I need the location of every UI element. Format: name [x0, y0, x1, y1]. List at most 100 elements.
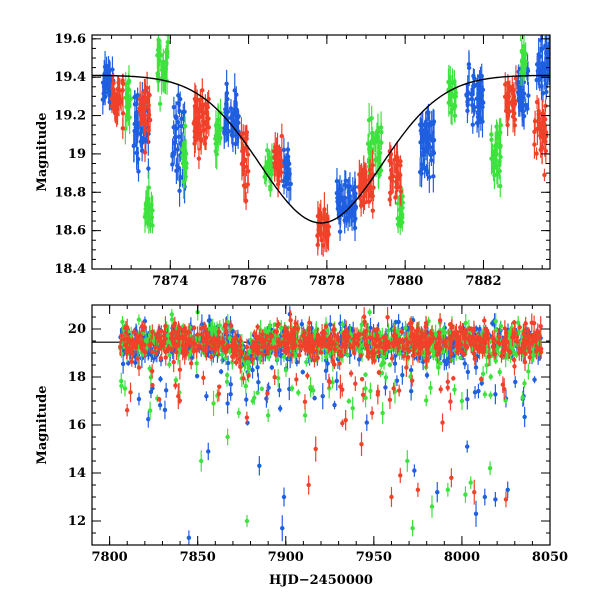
top-y-tick-label: 18.8 [54, 185, 86, 200]
top-data-point [542, 117, 548, 122]
top-data-point [421, 150, 426, 155]
top-data-point [234, 92, 239, 97]
top-data-point [337, 229, 343, 234]
top-data-point [143, 136, 148, 142]
bottom-plot-clip [92, 305, 550, 545]
bottom-data-point [204, 393, 209, 399]
top-data-point [246, 168, 251, 174]
top-data-point [543, 134, 549, 139]
top-data-point [192, 141, 197, 146]
top-data-point [120, 111, 126, 116]
top-data-point [539, 146, 545, 151]
bottom-data-point [424, 372, 430, 378]
top-data-point [519, 48, 525, 54]
top-data-point [191, 121, 197, 126]
bottom-data-point [484, 363, 489, 368]
top-data-point [240, 148, 245, 154]
bottom-data-point [217, 323, 222, 328]
top-data-point [136, 169, 141, 174]
top-data-point [180, 156, 186, 161]
top-data-point [170, 154, 175, 159]
bottom-data-point [230, 359, 235, 365]
bottom-data-point [224, 379, 230, 385]
top-data-point [366, 141, 371, 147]
top-data-point [418, 128, 424, 133]
bottom-data-point [311, 388, 316, 393]
bottom-plot-area [92, 305, 550, 545]
bottom-data-point [356, 357, 362, 362]
top-data-point [229, 114, 234, 119]
top-panel-frame [91, 34, 551, 270]
bottom-data-point [363, 386, 368, 391]
top-x-tick-label: 7880 [387, 274, 423, 289]
bottom-data-point [363, 372, 368, 377]
bottom-data-point [194, 373, 200, 379]
top-data-point [352, 225, 358, 231]
top-plot-clip [92, 35, 550, 257]
bottom-data-point [167, 362, 172, 367]
top-data-point [138, 112, 144, 117]
bottom-data-point [423, 398, 429, 403]
bottom-data-point [136, 396, 142, 402]
bottom-data-point [243, 383, 249, 389]
top-data-point [452, 79, 457, 84]
top-data-point [272, 154, 277, 160]
top-data-point [452, 113, 458, 118]
top-data-point [213, 123, 219, 128]
top-data-point [150, 223, 155, 228]
top-data-point [224, 81, 229, 87]
top-data-point [497, 159, 502, 164]
bottom-data-point [218, 369, 224, 374]
bottom-outlier-point [280, 526, 285, 531]
bottom-data-point [255, 365, 260, 370]
top-data-point [466, 65, 472, 71]
top-data-point [266, 161, 272, 167]
bottom-data-point [480, 371, 486, 377]
top-data-point [279, 133, 285, 139]
bottom-data-point [300, 369, 306, 375]
bottom-data-point [157, 403, 163, 408]
top-data-point [157, 101, 163, 107]
top-plot-area [92, 35, 550, 257]
top-data-point [120, 81, 126, 86]
top-data-point [520, 58, 526, 63]
top-y-tick-label: 19.2 [54, 109, 86, 124]
top-data-point [165, 40, 171, 45]
bottom-data-point [472, 390, 478, 395]
top-data-point [431, 174, 436, 179]
bottom-data-point [120, 319, 125, 325]
bottom-data-point [236, 410, 241, 416]
top-data-point [149, 202, 154, 208]
top-data-point [284, 162, 290, 168]
top-data-point [201, 111, 207, 116]
bottom-data-point [493, 319, 498, 324]
bottom-data-point [334, 378, 339, 384]
bottom-outlier-point [505, 487, 510, 492]
bottom-data-point [120, 361, 126, 367]
top-data-point [203, 122, 209, 127]
top-data-point [139, 129, 144, 135]
bottom-data-point [281, 354, 287, 359]
top-data-point [373, 135, 379, 141]
top-data-point [472, 76, 477, 81]
bottom-data-point [262, 328, 268, 333]
top-data-point [525, 106, 530, 111]
top-data-point [362, 182, 367, 188]
top-data-point [244, 130, 250, 135]
bottom-outlier-point [225, 401, 230, 406]
bottom-data-point [173, 377, 179, 383]
top-data-point [144, 85, 150, 91]
bottom-data-point [476, 388, 481, 394]
bottom-data-point [532, 377, 537, 382]
top-data-point [476, 94, 481, 100]
top-data-point [196, 109, 202, 114]
bottom-data-point [119, 383, 124, 389]
top-data-point [363, 174, 368, 179]
top-data-point [176, 93, 181, 98]
top-data-point [286, 186, 292, 192]
bottom-data-point [452, 387, 457, 392]
bottom-data-point [408, 367, 414, 373]
top-data-point [352, 184, 358, 190]
top-data-point [263, 165, 268, 170]
